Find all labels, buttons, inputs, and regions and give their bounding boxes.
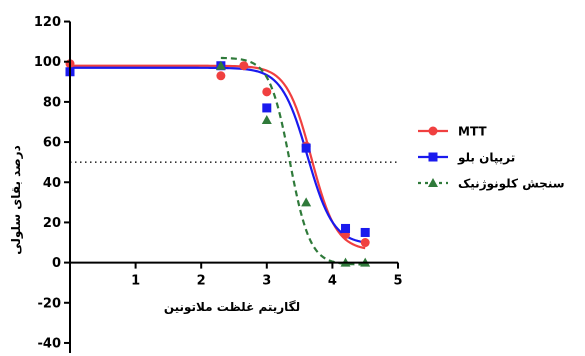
data-point	[301, 143, 311, 153]
y-tick-label: -40	[38, 336, 62, 351]
y-axis-title: درصد بقای سلولی	[9, 145, 24, 254]
y-tick-label: 40	[43, 176, 61, 191]
x-tick-label: 4	[328, 274, 337, 289]
data-point	[360, 227, 370, 237]
y-tick-label: 120	[34, 15, 61, 30]
y-tick-label: 0	[52, 256, 61, 271]
y-tick-label: 20	[43, 216, 61, 231]
y-tick-label: 100	[34, 55, 61, 70]
legend-marker	[428, 152, 438, 162]
y-tick-label: 60	[43, 136, 61, 151]
data-point	[360, 238, 370, 248]
y-tick-label: 80	[43, 95, 61, 110]
legend-marker	[428, 178, 438, 187]
x-tick-label: 5	[393, 274, 402, 289]
data-point	[261, 114, 272, 124]
legend-marker	[428, 126, 438, 136]
legend-label: تریپان بلو	[457, 151, 515, 166]
x-axis-title: لگاریتم غلظت ملاتونین	[164, 300, 300, 315]
data-point	[341, 223, 351, 233]
legend-item: تریپان بلو	[418, 151, 515, 166]
legend-item: سنجش کلونوژنیک	[418, 177, 565, 192]
x-tick-label: 2	[197, 274, 206, 289]
plot-area	[65, 56, 398, 267]
legend: MTT تریپان بلو سنجش کلونوژنیک	[418, 125, 565, 192]
y-tick-label: -20	[38, 296, 62, 311]
series-curve	[70, 64, 366, 250]
legend-label: سنجش کلونوژنیک	[458, 177, 565, 192]
data-point	[262, 87, 272, 97]
data-point	[239, 61, 249, 71]
data-point	[301, 197, 312, 207]
legend-label: MTT	[458, 125, 487, 139]
x-tick-label: 3	[262, 274, 271, 289]
data-point	[262, 103, 272, 113]
data-point	[216, 71, 226, 81]
legend-item: MTT	[418, 125, 487, 139]
x-tick-label: 1	[131, 274, 140, 289]
series-curve	[70, 66, 366, 244]
data-point	[215, 60, 226, 70]
axes: 120 100 80 60 40 20 0 -20 -40 1 2 3 4 5	[34, 15, 403, 353]
